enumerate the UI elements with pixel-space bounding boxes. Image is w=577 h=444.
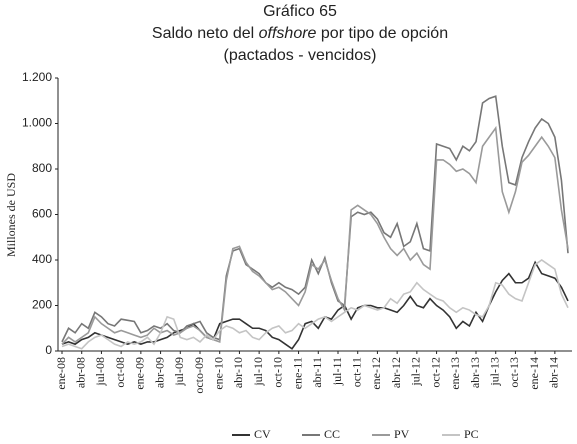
x-tick-label: octo-09 <box>192 357 206 394</box>
series-line <box>61 125 569 345</box>
x-tick-label: oct-10 <box>271 357 285 388</box>
y-tick-label: 800 <box>32 161 52 175</box>
x-tick-label: jul-10 <box>251 357 265 387</box>
x-tick-label: abr-14 <box>547 357 561 388</box>
legend-label: PC <box>464 427 479 441</box>
x-tick-label: ene-12 <box>369 357 383 390</box>
chart-subtitle: (pactados - vencidos) <box>224 47 377 64</box>
x-tick-label: abr-11 <box>310 357 324 388</box>
y-axis-label: Millones de USD <box>4 173 18 257</box>
x-tick-label: oct-13 <box>507 357 521 388</box>
subtitle-part: por tipo de opción <box>316 25 448 42</box>
y-tick-label: 400 <box>32 252 52 266</box>
y-tick-label: 0 <box>45 343 52 357</box>
x-tick-label: ene-11 <box>290 357 304 389</box>
x-tick-label: abr-08 <box>73 357 87 388</box>
x-tick-label: jul-13 <box>487 357 501 387</box>
x-tick-label: ene-08 <box>54 357 68 390</box>
y-tick-label: 200 <box>32 298 52 312</box>
series-line <box>61 259 569 350</box>
x-tick-label: ene-14 <box>527 357 541 390</box>
y-tick-label: 1.200 <box>22 70 52 84</box>
x-tick-label: ene-13 <box>448 357 462 390</box>
x-tick-label: oct-08 <box>113 357 127 388</box>
x-tick-label: abr-13 <box>468 357 482 388</box>
x-tick-label: abr-09 <box>152 357 166 388</box>
subtitle-part: offshore <box>259 25 317 42</box>
x-tick-label: jul-09 <box>172 357 186 387</box>
chart-title: Gráfico 65 <box>263 3 337 20</box>
legend-label: CV <box>254 427 271 441</box>
x-tick-label: jul-11 <box>330 357 344 386</box>
series-line <box>61 260 569 350</box>
legend-label: CC <box>324 427 340 441</box>
legend-label: PV <box>394 427 410 441</box>
chart-subtitle: Saldo neto del offshore por tipo de opci… <box>152 25 448 42</box>
x-tick-label: oct-12 <box>428 357 442 388</box>
x-tick-label: jul-12 <box>409 357 423 387</box>
x-tick-label: abr-12 <box>389 357 403 388</box>
x-tick-label: abr-10 <box>231 357 245 388</box>
x-tick-label: jul-08 <box>93 357 107 387</box>
y-tick-label: 600 <box>32 207 52 221</box>
subtitle-part: Saldo neto del <box>152 25 259 42</box>
y-tick-label: 1.000 <box>22 116 52 130</box>
x-tick-label: ene-10 <box>211 357 225 390</box>
x-tick-label: ene-09 <box>133 357 147 390</box>
x-tick-label: oct-11 <box>349 357 363 387</box>
